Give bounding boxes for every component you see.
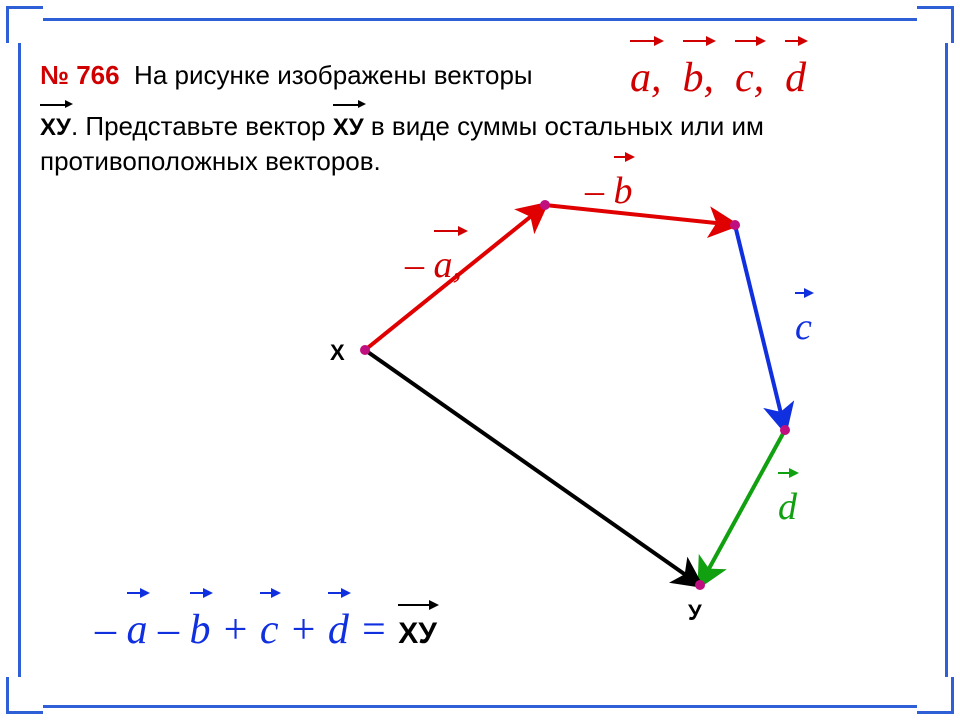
label-neg-b: – b xyxy=(585,154,633,217)
label-neg-a: – a, xyxy=(405,228,466,291)
point-label-Y: У xyxy=(688,600,702,626)
equation: – a – b + c + d = ХУ xyxy=(95,590,437,659)
label-d: d xyxy=(778,470,797,533)
equation-rhs: ХУ xyxy=(398,602,437,655)
label-c: c xyxy=(795,290,812,353)
point-label-X: Х xyxy=(330,340,345,366)
